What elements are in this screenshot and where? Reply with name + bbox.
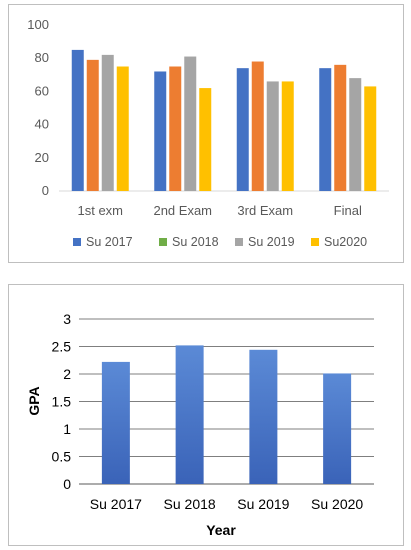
bar-su2020-1 [199,88,212,191]
y-tick-label: 60 [35,83,49,98]
bar-su-2019-1 [184,56,197,191]
legend-label: Su 2017 [86,235,133,249]
bar-su2020-3 [364,86,377,191]
gpa-chart: 0 0.5 1 1.5 2 2.5 3 Su 2017 Su 2018 Su 2019 Su 202… [26,311,374,538]
gpa-chart-panel: 0 0.5 1 1.5 2 2.5 3 Su 2017 Su 2018 Su 2019 Su 202… [8,284,404,546]
y-tick-label: 0.5 [52,449,72,465]
bar-su-2017-0 [71,49,84,192]
y-tick-label: 0 [63,476,71,492]
x-tick-label: Su 2018 [164,496,216,512]
bar-su-2018-0 [86,59,99,191]
y-tick-label: 0 [42,183,49,198]
exam-scores-chart-panel: 0 20 40 60 80 100 1st exm 2nd Exam 3rd Exam Final… [8,4,404,263]
x-tick-label: 1st exm [77,203,123,218]
bar-su2020-2 [281,81,294,191]
bar-su-2019 [249,349,278,484]
bar-su-2018-2 [251,61,264,191]
y-tick-label: 40 [35,117,49,132]
bar-su-2019-2 [266,81,279,191]
y-axis-title: GPA [26,386,42,415]
x-axis-title: Year [206,522,236,538]
bar-su-2017-2 [236,68,249,191]
legend-swatch [73,238,81,246]
legend-swatch [311,238,319,246]
x-tick-label: Su 2020 [311,496,363,512]
y-tick-label: 3 [63,311,71,327]
legend-label: Su2020 [324,235,367,249]
y-tick-label: 80 [35,50,49,65]
y-tick-label: 2.5 [52,339,72,355]
legend-label: Su 2019 [248,235,295,249]
legend-label: Su 2018 [172,235,219,249]
bar-su-2018-1 [169,66,182,191]
x-tick-label: 3rd Exam [237,203,293,218]
y-tick-label: 100 [27,17,49,32]
bar-su-2018-3 [334,64,347,191]
bar-su-2017-3 [319,68,332,191]
y-tick-label: 2 [63,366,71,382]
legend-swatch [235,238,243,246]
bar-su-2019-3 [349,78,362,191]
bar-su-2017-1 [154,71,167,191]
bar-su-2017 [101,361,130,484]
bar-su-2020 [323,373,352,484]
x-tick-label: Final [334,203,362,218]
y-tick-label: 1 [63,421,71,437]
bar-su-2019-0 [101,54,114,191]
bar-su2020-0 [116,66,129,191]
x-tick-label: Su 2017 [90,496,142,512]
x-tick-label: 2nd Exam [153,203,212,218]
legend-swatch [159,238,167,246]
bar-su-2018 [175,345,204,484]
y-tick-label: 1.5 [52,394,72,410]
x-tick-label: Su 2019 [237,496,289,512]
y-tick-label: 20 [35,150,49,165]
exam-scores-chart: 0 20 40 60 80 100 1st exm 2nd Exam 3rd Exam Final… [27,17,389,249]
